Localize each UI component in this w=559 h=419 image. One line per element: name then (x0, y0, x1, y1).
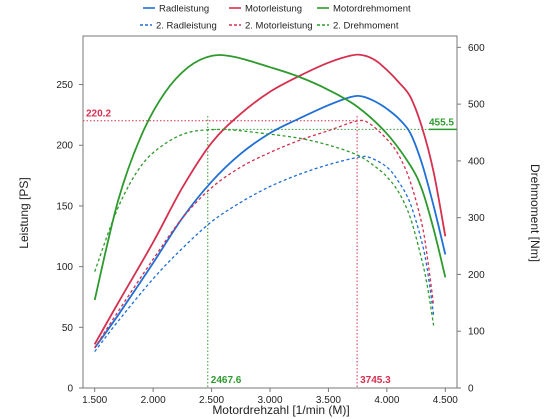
chart-legend: Radleistung Motorleistung Motordrehmoment 2… (140, 4, 411, 32)
legend-label: Radleistung (159, 4, 209, 15)
legend-label: Motordrehmoment (333, 4, 411, 15)
series-line (94, 155, 435, 352)
y-axis-right-label: Drehmoment [Nm] (528, 164, 542, 262)
y-axis-left-label: Leistung [PS] (17, 177, 31, 248)
x-tick-label: 3.500 (316, 395, 341, 406)
series-line (93, 54, 447, 301)
y-right-tick-label: 300 (468, 213, 485, 224)
series-line (93, 94, 447, 349)
x-tick-label: 4.500 (433, 395, 458, 406)
plot-area: 220.2 455.5 2467.6 3745.3 (83, 53, 457, 388)
series-line (94, 128, 435, 326)
y-right-tick-label: 600 (468, 43, 485, 54)
y-right-tick-label: 100 (468, 327, 485, 338)
legend-label: 2. Motorleistung (245, 21, 313, 32)
plot-frame (82, 35, 458, 389)
x-tick-label: 3.000 (257, 395, 282, 406)
annotation-label: 2467.6 (211, 375, 242, 386)
y-right-tick-label: 0 (468, 384, 474, 395)
y-left-tick-label: 0 (67, 384, 73, 395)
annotation-label: 455.5 (429, 117, 454, 128)
x-axis-label: Motordrehzahl [1/min (M)] (212, 403, 349, 417)
series-line (93, 53, 447, 345)
y-left-tick-label: 100 (56, 262, 73, 273)
y-right-tick-label: 400 (468, 156, 485, 167)
x-tick-label: 2.500 (199, 395, 224, 406)
x-tick-label: 1.500 (82, 395, 107, 406)
annotation-label: 220.2 (86, 109, 111, 120)
y-left-tick-label: 250 (56, 80, 73, 91)
y-left-tick-label: 200 (56, 141, 73, 152)
y-left-tick-label: 150 (56, 201, 73, 212)
annotation-label: 3745.3 (360, 375, 391, 386)
legend-label: 2. Drehmoment (333, 21, 399, 32)
x-tick-label: 2.000 (141, 395, 166, 406)
x-tick-label: 4.000 (374, 395, 399, 406)
chart-axes: 1.500 2.000 2.500 3.000 3.500 4.000 4.500 0 50 10… (56, 35, 485, 406)
y-left-tick-label: 50 (62, 323, 74, 334)
y-right-tick-label: 500 (468, 100, 485, 111)
legend-label: Motorleistung (245, 4, 302, 15)
legend-label: 2. Radleistung (156, 21, 217, 32)
y-right-tick-label: 200 (468, 270, 485, 281)
series-line (94, 119, 435, 349)
